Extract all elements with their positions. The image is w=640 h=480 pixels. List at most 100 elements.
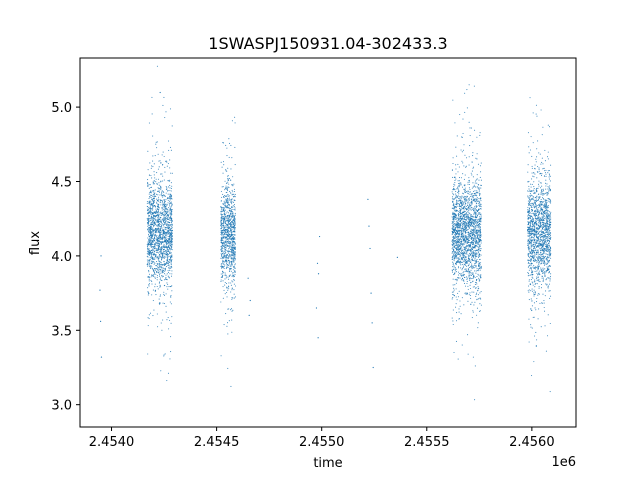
data-point <box>230 211 232 213</box>
data-point <box>476 242 478 244</box>
data-point <box>232 219 234 221</box>
data-point <box>154 273 156 275</box>
data-point <box>476 219 478 221</box>
data-point <box>468 177 470 179</box>
data-point <box>161 329 163 331</box>
data-point <box>168 328 170 330</box>
data-point <box>475 266 477 268</box>
data-point <box>171 185 173 187</box>
data-point <box>222 245 224 247</box>
data-point <box>150 197 152 199</box>
data-point <box>153 171 155 173</box>
data-point <box>150 279 152 281</box>
data-point <box>468 272 470 274</box>
data-point <box>226 170 228 172</box>
data-point <box>545 182 547 184</box>
data-point <box>225 226 227 228</box>
data-point <box>224 209 227 211</box>
data-point <box>231 253 233 256</box>
data-point <box>478 257 480 259</box>
data-point <box>464 222 466 224</box>
data-point <box>453 183 455 185</box>
data-point <box>222 225 224 227</box>
data-point <box>471 263 473 265</box>
data-point <box>154 254 156 256</box>
data-point <box>458 277 460 279</box>
data-point <box>456 299 458 301</box>
data-point <box>540 182 542 184</box>
data-point <box>171 270 173 272</box>
data-point <box>233 245 235 247</box>
data-point <box>455 190 457 193</box>
data-point <box>232 205 234 207</box>
data-point <box>464 292 466 294</box>
data-point <box>467 202 469 204</box>
data-point <box>461 215 463 217</box>
data-point <box>471 291 473 293</box>
data-point <box>233 219 235 221</box>
data-point <box>160 187 162 189</box>
data-point <box>535 331 537 334</box>
data-point <box>228 274 230 277</box>
data-point <box>461 244 463 246</box>
data-point <box>477 250 479 252</box>
data-point <box>230 255 232 257</box>
data-point <box>153 250 155 252</box>
data-point <box>470 228 472 230</box>
data-point <box>230 168 232 170</box>
data-point <box>528 146 530 148</box>
data-point <box>233 229 235 231</box>
data-point <box>224 243 226 245</box>
data-point <box>465 292 467 294</box>
data-point <box>153 236 156 238</box>
data-point <box>465 241 467 243</box>
data-point <box>165 217 167 220</box>
data-point <box>148 226 150 229</box>
data-point <box>469 181 471 183</box>
data-point <box>473 224 475 226</box>
data-point <box>466 199 468 201</box>
data-point <box>477 242 480 244</box>
data-point <box>157 200 159 202</box>
data-point <box>225 274 227 276</box>
data-point <box>165 215 167 217</box>
data-point <box>158 303 160 305</box>
data-point <box>164 213 166 215</box>
data-point <box>148 197 150 200</box>
data-point <box>151 274 153 276</box>
data-point <box>451 214 454 216</box>
data-point <box>228 183 230 185</box>
data-point <box>462 240 464 242</box>
data-point <box>164 232 166 234</box>
data-point <box>473 207 475 209</box>
data-point <box>458 233 460 235</box>
data-point <box>162 302 164 304</box>
data-point <box>153 234 155 236</box>
data-point <box>230 256 232 258</box>
data-point <box>160 268 162 271</box>
data-point <box>451 317 453 319</box>
data-point <box>161 200 164 202</box>
data-point <box>470 209 472 211</box>
data-point <box>149 254 151 256</box>
data-point <box>151 234 153 236</box>
data-point <box>168 319 171 321</box>
data-point <box>150 221 152 224</box>
data-point <box>455 227 457 230</box>
data-point <box>157 326 159 328</box>
data-point <box>223 227 225 229</box>
data-point <box>151 283 153 285</box>
data-point <box>232 176 234 178</box>
data-point <box>161 271 163 273</box>
data-point <box>223 233 225 235</box>
data-point <box>469 188 471 191</box>
data-point <box>463 210 465 212</box>
data-point <box>469 267 471 269</box>
data-point <box>530 186 532 188</box>
data-point <box>171 285 173 287</box>
data-point <box>169 187 171 189</box>
data-point <box>530 279 532 281</box>
data-point <box>453 240 455 243</box>
data-point <box>463 196 465 198</box>
data-point <box>453 218 455 220</box>
